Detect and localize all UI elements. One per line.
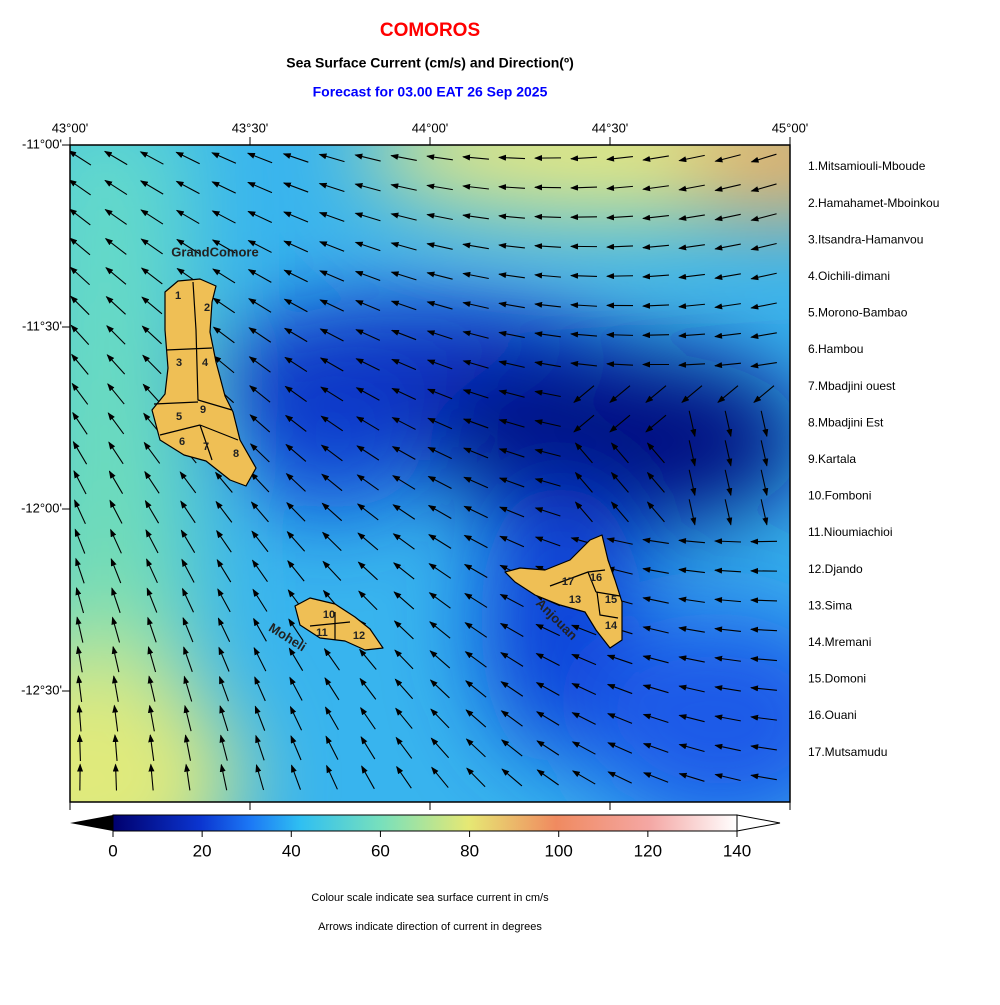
- legend-entry: 14.Mremani: [808, 635, 871, 649]
- legend-entry: 5.Morono-Bambao: [808, 306, 908, 320]
- region-number: 8: [233, 448, 239, 460]
- x-axis-label: 44°30': [592, 120, 629, 135]
- colorbar: 0 20 40 60 80 100 120 140: [70, 815, 780, 860]
- legend-entry: 15.Domoni: [808, 672, 866, 686]
- colorbar-tick-label: 80: [460, 841, 479, 860]
- region-number: 15: [605, 594, 617, 606]
- current-field: [0, 80, 900, 900]
- region-number: 4: [202, 357, 209, 369]
- legend-entry: 9.Kartala: [808, 452, 856, 466]
- x-axis-label: 43°30': [232, 120, 269, 135]
- colorbar-tick-label: 0: [108, 841, 117, 860]
- colorbar-tick-label: 40: [282, 841, 301, 860]
- region-number: 14: [605, 620, 618, 632]
- legend-entry: 4.Oichili-dimani: [808, 269, 890, 283]
- current-arrow: [607, 335, 633, 336]
- region-number: 17: [562, 576, 574, 588]
- y-axis-label: -12°00': [21, 500, 62, 515]
- legend-entry: 17.Mutsamudu: [808, 745, 887, 759]
- colorbar-tick-label: 120: [634, 841, 662, 860]
- region-number: 12: [353, 630, 365, 642]
- subtitle: Sea Surface Current (cm/s) and Direction…: [286, 55, 574, 71]
- colorbar-tick-label: 100: [545, 841, 573, 860]
- colorbar-tick-label: 60: [371, 841, 390, 860]
- colorbar-ticks: 0 20 40 60 80 100 120 140: [108, 831, 751, 860]
- x-axis-label: 44°00': [412, 120, 449, 135]
- legend-entry: 2.Hamahamet-Mboinkou: [808, 196, 939, 210]
- legend-entry: 12.Djando: [808, 562, 863, 576]
- region-number: 16: [590, 572, 602, 584]
- region-number: 9: [200, 404, 206, 416]
- island-label: GrandComore: [171, 244, 258, 259]
- x-axis-label: 43°00': [52, 120, 89, 135]
- region-number: 13: [569, 594, 581, 606]
- y-axis-label: -11°00': [22, 136, 62, 151]
- y-axis-label: -11°30': [22, 318, 62, 333]
- legend-entry: 8.Mbadjini Est: [808, 415, 884, 429]
- region-number: 10: [323, 609, 335, 621]
- colorbar-tick-label: 20: [193, 841, 212, 860]
- colorbar-over: [737, 815, 780, 831]
- y-axis-label: -12°30': [21, 682, 62, 697]
- legend-entry: 7.Mbadjini ouest: [808, 379, 896, 393]
- legend-entry: 16.Ouani: [808, 708, 857, 722]
- x-axis-label: 45°00': [772, 120, 809, 135]
- colorbar-under: [70, 815, 113, 831]
- note: Colour scale indicate sea surface curren…: [311, 892, 549, 904]
- note: Arrows indicate direction of current in …: [318, 921, 542, 933]
- region-number: 1: [175, 290, 181, 302]
- region-number: 11: [316, 627, 328, 639]
- legend-entry: 3.Itsandra-Hamanvou: [808, 232, 923, 246]
- legend-entry: 11.Nioumiachioi: [808, 525, 893, 539]
- region-number: 7: [203, 441, 209, 453]
- legend-entry: 10.Fomboni: [808, 489, 871, 503]
- region-number: 6: [179, 436, 185, 448]
- forecast: Forecast for 03.00 EAT 26 Sep 2025: [313, 84, 548, 100]
- title: COMOROS: [380, 20, 480, 41]
- region-number: 5: [176, 411, 182, 423]
- legend-entry: 13.Sima: [808, 598, 852, 612]
- region-number: 3: [176, 357, 182, 369]
- colorbar-scale: [113, 815, 737, 831]
- region-number: 2: [204, 302, 210, 314]
- legend: 1.Mitsamiouli-Mboude 2.Hamahamet-Mboinkou…: [808, 159, 939, 759]
- current-arrow: [643, 335, 669, 336]
- colorbar-tick-label: 140: [723, 841, 751, 860]
- legend-entry: 1.Mitsamiouli-Mboude: [808, 159, 926, 173]
- legend-entry: 6.Hambou: [808, 342, 863, 356]
